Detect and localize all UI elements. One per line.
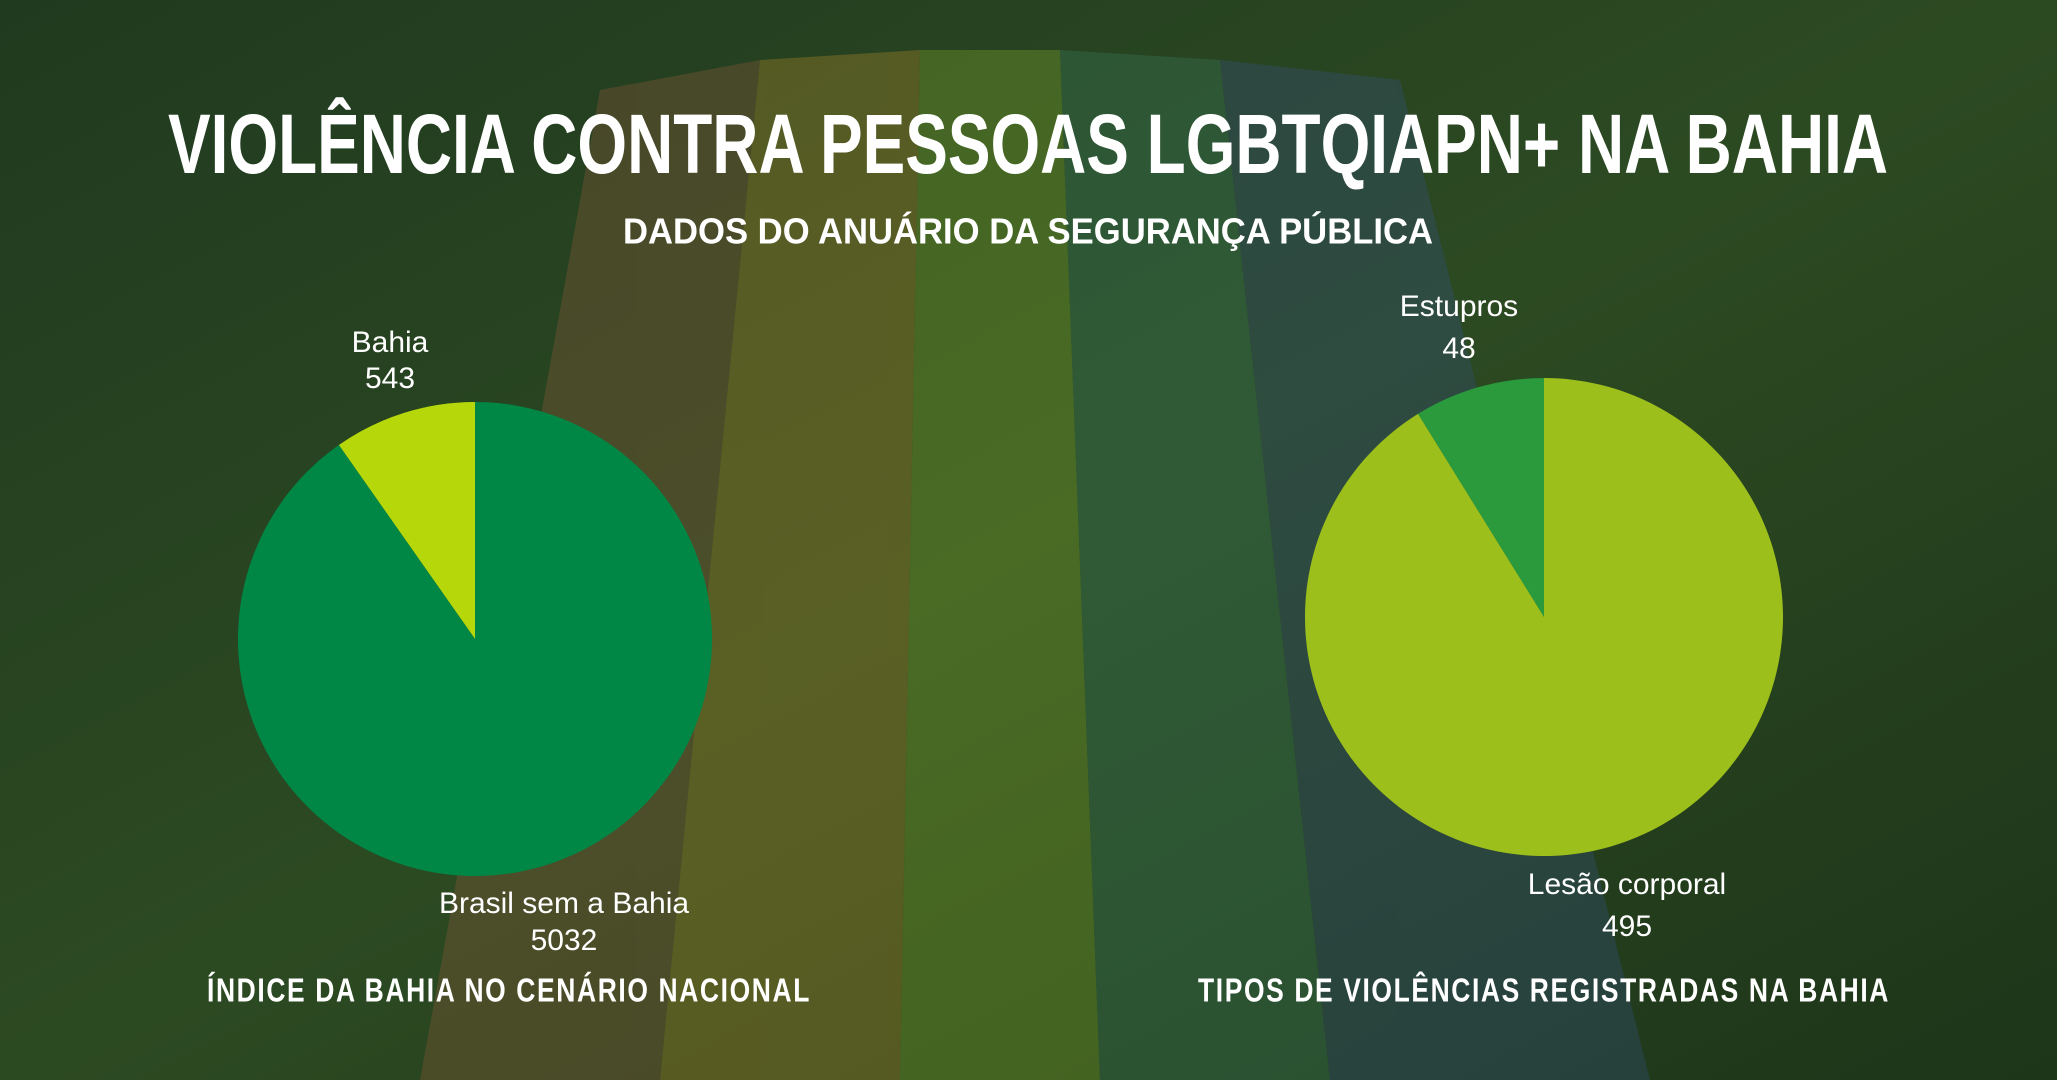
slice-value: 48 — [1442, 332, 1475, 365]
slice-label: Bahia — [352, 326, 429, 359]
pie-slice — [238, 402, 713, 876]
page-title: VIOLÊNCIA CONTRA PESSOAS LGBTQIAPN+ NA B… — [168, 97, 1888, 191]
slice-label: Lesão corporal — [1528, 868, 1726, 901]
slice-value: 543 — [365, 362, 415, 395]
chart-caption: ÍNDICE DA BAHIA NO CENÁRIO NACIONAL — [207, 972, 811, 1009]
chart-caption: TIPOS DE VIOLÊNCIAS REGISTRADAS NA BAHIA — [1198, 972, 1890, 1009]
pie-slice — [1417, 378, 1544, 617]
page-subtitle: DADOS DO ANUÁRIO DA SEGURANÇA PÚBLICA — [623, 210, 1433, 252]
slice-value: 5032 — [531, 924, 598, 957]
slice-value: 495 — [1602, 910, 1652, 943]
pie-slice — [1305, 378, 1784, 856]
pie-slice — [338, 402, 475, 639]
slice-label: Estupros — [1400, 290, 1518, 323]
slice-label: Brasil sem a Bahia — [439, 887, 689, 920]
